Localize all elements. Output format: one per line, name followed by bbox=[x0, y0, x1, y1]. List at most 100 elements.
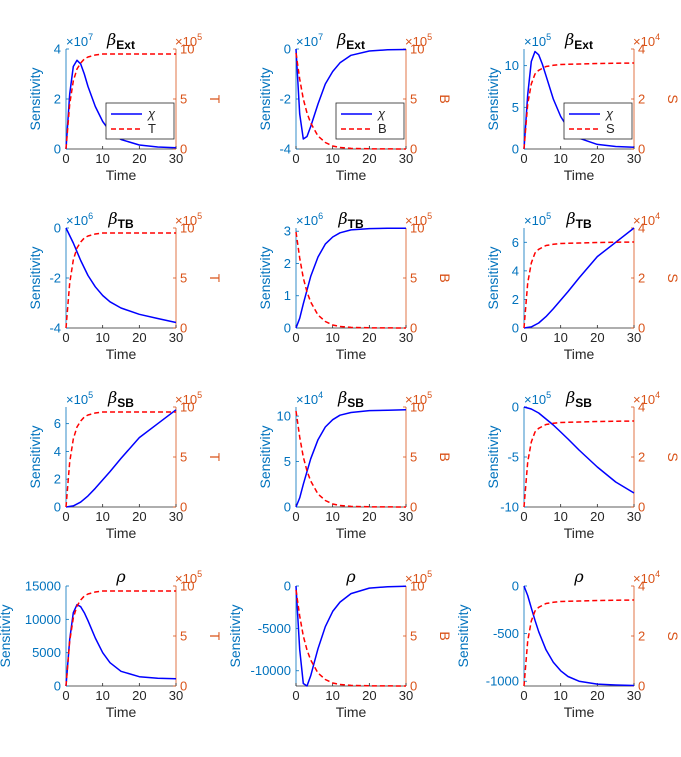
left-exponent-base: ×10 bbox=[296, 213, 318, 228]
right-y-tick-label: 0 bbox=[410, 500, 417, 515]
panel-title: βExt bbox=[564, 30, 593, 52]
left-exponent-power: 5 bbox=[546, 211, 551, 221]
panel-title: βSB bbox=[337, 388, 364, 410]
left-y-tick-label: -10000 bbox=[251, 663, 291, 678]
series-B-line bbox=[295, 231, 407, 329]
left-exponent: ×105 bbox=[524, 32, 551, 49]
right-exponent-power: 4 bbox=[655, 211, 660, 221]
left-y-axis-label: Sensitivity bbox=[27, 67, 43, 130]
title-symbol: β bbox=[336, 30, 346, 49]
right-y-tick-label: 2 bbox=[638, 629, 645, 644]
x-tick-label: 0 bbox=[292, 509, 299, 524]
left-y-axis-label: Sensitivity bbox=[257, 67, 273, 130]
right-exponent-power: 5 bbox=[197, 390, 202, 400]
panel-2: 0 10 20 30Time-4-20Sensitivity×1070510B×105… bbox=[257, 30, 453, 183]
series-chi-line bbox=[295, 408, 407, 508]
left-y-tick-label: 0 bbox=[54, 500, 61, 515]
title-symbol: β bbox=[337, 209, 347, 228]
x-tick-label: 0 bbox=[62, 509, 69, 524]
left-y-tick-label: 0 bbox=[54, 221, 61, 236]
left-y-axis-label: Sensitivity bbox=[27, 425, 43, 488]
right-exponent-base: ×10 bbox=[405, 213, 427, 228]
left-exponent-power: 6 bbox=[318, 211, 323, 221]
left-y-tick-label: 2 bbox=[54, 472, 61, 487]
right-y-tick-label: 5 bbox=[180, 450, 187, 465]
left-y-tick-label: -5 bbox=[507, 450, 519, 465]
right-y-axis-label: S bbox=[665, 452, 681, 461]
series-chi-line bbox=[65, 409, 177, 508]
x-axis-label: Time bbox=[106, 167, 137, 183]
left-y-tick-label: 3 bbox=[284, 224, 291, 239]
left-exponent-base: ×10 bbox=[296, 34, 318, 49]
left-exponent-power: 7 bbox=[318, 32, 323, 42]
x-tick-label: 0 bbox=[62, 151, 69, 166]
x-tick-label: 0 bbox=[292, 688, 299, 703]
x-tick-label: 20 bbox=[362, 330, 376, 345]
x-tick-label: 10 bbox=[325, 509, 339, 524]
right-y-tick-label: 0 bbox=[638, 500, 645, 515]
x-tick-label: 10 bbox=[95, 509, 109, 524]
series-S-line bbox=[523, 62, 635, 150]
left-y-axis-label: Sensitivity bbox=[27, 246, 43, 309]
x-tick-label: 10 bbox=[553, 151, 567, 166]
x-axis-label: Time bbox=[564, 346, 595, 362]
left-y-tick-label: 0 bbox=[284, 321, 291, 336]
right-exponent: ×105 bbox=[175, 32, 202, 49]
right-exponent: ×105 bbox=[405, 211, 432, 228]
left-exponent-base: ×10 bbox=[66, 213, 88, 228]
title-symbol: β bbox=[106, 30, 116, 49]
left-y-tick-label: 0 bbox=[284, 500, 291, 515]
left-exponent: ×105 bbox=[66, 390, 93, 407]
left-y-tick-label: 2 bbox=[54, 92, 61, 107]
panel-title: ρ bbox=[345, 567, 356, 586]
x-tick-label: 30 bbox=[399, 151, 413, 166]
right-exponent-power: 5 bbox=[197, 32, 202, 42]
panel-title: βTB bbox=[565, 209, 592, 231]
right-y-tick-label: 5 bbox=[410, 629, 417, 644]
right-y-axis-label: S bbox=[665, 273, 681, 282]
left-exponent: ×106 bbox=[66, 211, 93, 228]
right-y-tick-label: 0 bbox=[638, 321, 645, 336]
legend-state-label: T bbox=[148, 121, 156, 136]
right-exponent-base: ×10 bbox=[633, 213, 655, 228]
right-y-tick-label: 0 bbox=[180, 679, 187, 694]
panel-title: βSB bbox=[565, 388, 592, 410]
left-y-tick-label: 6 bbox=[54, 416, 61, 431]
right-exponent: ×105 bbox=[175, 390, 202, 407]
right-y-axis-label: S bbox=[665, 94, 681, 103]
series-B-line bbox=[295, 589, 407, 687]
panel-title: ρ bbox=[115, 567, 126, 586]
right-exponent-base: ×10 bbox=[633, 392, 655, 407]
title-subscript: TB bbox=[118, 217, 134, 231]
series-chi-line bbox=[65, 227, 177, 324]
left-y-tick-label: 0 bbox=[54, 679, 61, 694]
panel-title: βSB bbox=[107, 388, 134, 410]
x-tick-label: 10 bbox=[325, 330, 339, 345]
right-exponent: ×104 bbox=[633, 32, 660, 49]
title-symbol: β bbox=[565, 388, 575, 407]
right-exponent-base: ×10 bbox=[175, 213, 197, 228]
left-y-tick-label: 2 bbox=[284, 256, 291, 271]
panel-11: 0 10 20 30Time-10000-50000Sensitivity0510B×… bbox=[227, 567, 453, 720]
right-y-tick-label: 2 bbox=[638, 450, 645, 465]
series-S-line bbox=[523, 420, 635, 508]
right-y-tick-label: 10 bbox=[180, 42, 194, 57]
left-exponent-power: 5 bbox=[546, 32, 551, 42]
x-tick-label: 10 bbox=[553, 509, 567, 524]
left-exponent: ×107 bbox=[66, 32, 93, 49]
right-y-tick-label: 5 bbox=[180, 271, 187, 286]
right-exponent-base: ×10 bbox=[633, 571, 655, 586]
x-tick-label: 10 bbox=[553, 330, 567, 345]
title-symbol: β bbox=[565, 209, 575, 228]
left-y-tick-label: -10 bbox=[500, 500, 519, 515]
series-chi-line bbox=[523, 406, 635, 494]
left-exponent: ×107 bbox=[296, 32, 323, 49]
x-axis-label: Time bbox=[336, 525, 367, 541]
right-exponent-base: ×10 bbox=[175, 392, 197, 407]
right-exponent-power: 5 bbox=[197, 211, 202, 221]
panel-8: 0 10 20 30Time0510Sensitivity×1040510B×105β… bbox=[257, 388, 453, 541]
title-subscript: TB bbox=[348, 217, 364, 231]
title-symbol: ρ bbox=[115, 567, 126, 586]
left-exponent-power: 7 bbox=[88, 32, 93, 42]
